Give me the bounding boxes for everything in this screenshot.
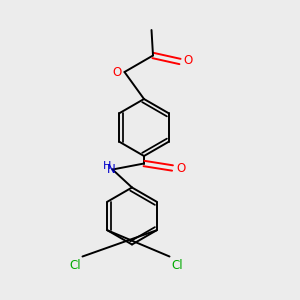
Text: Cl: Cl <box>171 259 183 272</box>
Text: N: N <box>106 163 116 176</box>
Text: O: O <box>112 65 122 79</box>
Text: O: O <box>184 53 193 67</box>
Text: O: O <box>176 161 185 175</box>
Text: H: H <box>103 161 111 171</box>
Text: Cl: Cl <box>69 259 81 272</box>
